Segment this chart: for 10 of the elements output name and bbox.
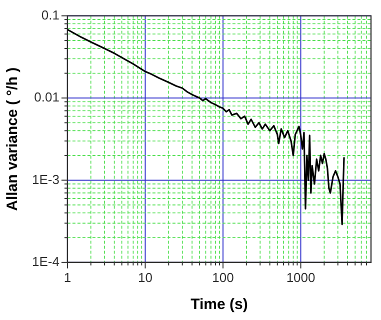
x-tick-label: 1 (64, 270, 72, 285)
y-axis-title: Allan variance ( °/h ) (4, 67, 22, 211)
x-tick-label: 1000 (286, 270, 316, 285)
x-tick-label: 10 (138, 270, 152, 285)
y-tick-label: 1E-3 (32, 172, 60, 187)
x-axis-title: Time (s) (190, 296, 248, 314)
y-tick-label: 0.1 (41, 7, 60, 22)
y-tick-label: 1E-4 (32, 254, 60, 269)
y-tick-label: 0.01 (34, 90, 60, 105)
x-tick-label: 100 (212, 270, 234, 285)
